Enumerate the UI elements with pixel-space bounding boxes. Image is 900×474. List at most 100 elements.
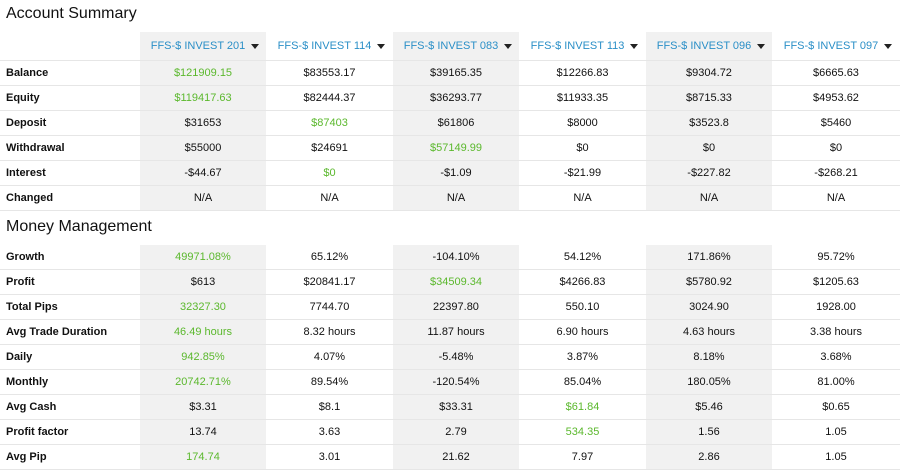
- table-cell: 1928.00: [772, 294, 900, 320]
- table-cell: 3.87%: [519, 344, 646, 370]
- table-cell: -$1.09: [393, 160, 519, 186]
- table-cell: 3024.90: [646, 294, 772, 320]
- row-label: Total Pips: [0, 294, 140, 320]
- account-header-row: FFS-$ INVEST 201 FFS-$ INVEST 114 FFS-$ IN…: [0, 32, 900, 61]
- table-cell: $8715.33: [646, 85, 772, 111]
- account-name: FFS-$ INVEST 114: [277, 40, 372, 52]
- table-cell: 49971.08%: [140, 245, 266, 270]
- money-management-title: Money Management: [6, 218, 152, 235]
- chevron-down-icon[interactable]: [757, 43, 766, 49]
- table-cell: 3.01: [266, 444, 393, 470]
- mm-row-daily: Daily 942.85% 4.07% -5.48% 3.87% 8.18% 3.68%: [0, 344, 900, 370]
- table-cell: 174.74: [140, 444, 266, 470]
- table-cell: $83553.17: [266, 60, 393, 86]
- table-cell: 54.12%: [519, 245, 646, 270]
- row-label: Equity: [0, 85, 140, 111]
- table-cell: $5.46: [646, 394, 772, 420]
- table-cell: $36293.77: [393, 85, 519, 111]
- account-selector-1[interactable]: FFS-$ INVEST 201: [140, 32, 266, 61]
- account-name: FFS-$ INVEST 113: [530, 40, 625, 52]
- row-label: Daily: [0, 344, 140, 370]
- table-cell: 1.05: [772, 419, 900, 445]
- table-cell: $3.31: [140, 394, 266, 420]
- table-cell: $24691: [266, 135, 393, 161]
- summary-row-equity: Equity $119417.63 $82444.37 $36293.77 $11933…: [0, 85, 900, 111]
- table-cell: $3523.8: [646, 110, 772, 136]
- table-cell: 3.63: [266, 419, 393, 445]
- table-cell: N/A: [393, 185, 519, 211]
- account-selector-6[interactable]: FFS-$ INVEST 097: [772, 32, 900, 61]
- row-label: Avg Trade Duration: [0, 319, 140, 345]
- table-cell: $0: [519, 135, 646, 161]
- account-selector-3[interactable]: FFS-$ INVEST 083: [393, 32, 519, 61]
- table-cell: $0: [646, 135, 772, 161]
- table-cell: 180.05%: [646, 369, 772, 395]
- table-cell: $9304.72: [646, 60, 772, 86]
- mm-row-avg-cash: Avg Cash $3.31 $8.1 $33.31 $61.84 $5.46 $0.65: [0, 394, 900, 420]
- table-cell: 550.10: [519, 294, 646, 320]
- table-cell: $11933.35: [519, 85, 646, 111]
- table-cell: $33.31: [393, 394, 519, 420]
- mm-row-avg-trade-duration: Avg Trade Duration 46.49 hours 8.32 hours 1…: [0, 319, 900, 345]
- table-cell: $5460: [772, 110, 900, 136]
- table-cell: N/A: [519, 185, 646, 211]
- table-cell: $20841.17: [266, 269, 393, 295]
- row-label: Deposit: [0, 110, 140, 136]
- account-selector-2[interactable]: FFS-$ INVEST 114: [266, 32, 393, 61]
- summary-row-changed: Changed N/A N/A N/A N/A N/A N/A: [0, 185, 900, 211]
- chevron-down-icon[interactable]: [504, 43, 513, 49]
- table-cell: 3.38 hours: [772, 319, 900, 345]
- row-label: Changed: [0, 185, 140, 211]
- table-cell: 1.56: [646, 419, 772, 445]
- chevron-down-icon[interactable]: [630, 43, 639, 49]
- chevron-down-icon[interactable]: [251, 43, 260, 49]
- summary-row-deposit: Deposit $31653 $87403 $61806 $8000 $3523.8 $54…: [0, 110, 900, 136]
- mm-row-total-pips: Total Pips 32327.30 7744.70 22397.80 550.10 3…: [0, 294, 900, 320]
- table-cell: $613: [140, 269, 266, 295]
- table-cell: $0: [266, 160, 393, 186]
- row-label: Balance: [0, 60, 140, 86]
- table-cell: $121909.15: [140, 60, 266, 86]
- table-cell: -5.48%: [393, 344, 519, 370]
- account-name: FFS-$ INVEST 201: [150, 40, 246, 52]
- chevron-down-icon[interactable]: [377, 43, 386, 49]
- table-cell: -120.54%: [393, 369, 519, 395]
- table-cell: N/A: [140, 185, 266, 211]
- row-label: Avg Cash: [0, 394, 140, 420]
- table-cell: $31653: [140, 110, 266, 136]
- table-cell: 6.90 hours: [519, 319, 646, 345]
- table-cell: 1.05: [772, 444, 900, 470]
- table-cell: 3.68%: [772, 344, 900, 370]
- mm-row-profit-factor: Profit factor 13.74 3.63 2.79 534.35 1.56 1.05: [0, 419, 900, 445]
- table-cell: $6665.63: [772, 60, 900, 86]
- table-cell: $0.65: [772, 394, 900, 420]
- table-cell: 11.87 hours: [393, 319, 519, 345]
- table-cell: -$227.82: [646, 160, 772, 186]
- table-cell: 171.86%: [646, 245, 772, 270]
- summary-row-withdrawal: Withdrawal $55000 $24691 $57149.99 $0 $0 $0: [0, 135, 900, 161]
- table-cell: $4953.62: [772, 85, 900, 111]
- table-cell: $0: [772, 135, 900, 161]
- account-summary-table: FFS-$ INVEST 201 FFS-$ INVEST 114 FFS-$ IN…: [0, 32, 900, 211]
- table-cell: $34509.34: [393, 269, 519, 295]
- table-cell: 21.62: [393, 444, 519, 470]
- table-cell: $8.1: [266, 394, 393, 420]
- account-selector-5[interactable]: FFS-$ INVEST 096: [646, 32, 772, 61]
- account-name: FFS-$ INVEST 083: [403, 40, 499, 52]
- mm-row-monthly: Monthly 20742.71% 89.54% -120.54% 85.04% 180.…: [0, 369, 900, 395]
- table-cell: $119417.63: [140, 85, 266, 111]
- account-selector-4[interactable]: FFS-$ INVEST 113: [519, 32, 646, 61]
- table-cell: 65.12%: [266, 245, 393, 270]
- table-cell: 32327.30: [140, 294, 266, 320]
- table-cell: $39165.35: [393, 60, 519, 86]
- table-cell: 2.86: [646, 444, 772, 470]
- table-cell: 8.18%: [646, 344, 772, 370]
- table-cell: 942.85%: [140, 344, 266, 370]
- chevron-down-icon[interactable]: [884, 43, 893, 49]
- table-cell: 7.97: [519, 444, 646, 470]
- row-label: Profit factor: [0, 419, 140, 445]
- table-cell: 85.04%: [519, 369, 646, 395]
- table-cell: N/A: [772, 185, 900, 211]
- row-label: Withdrawal: [0, 135, 140, 161]
- table-cell: N/A: [266, 185, 393, 211]
